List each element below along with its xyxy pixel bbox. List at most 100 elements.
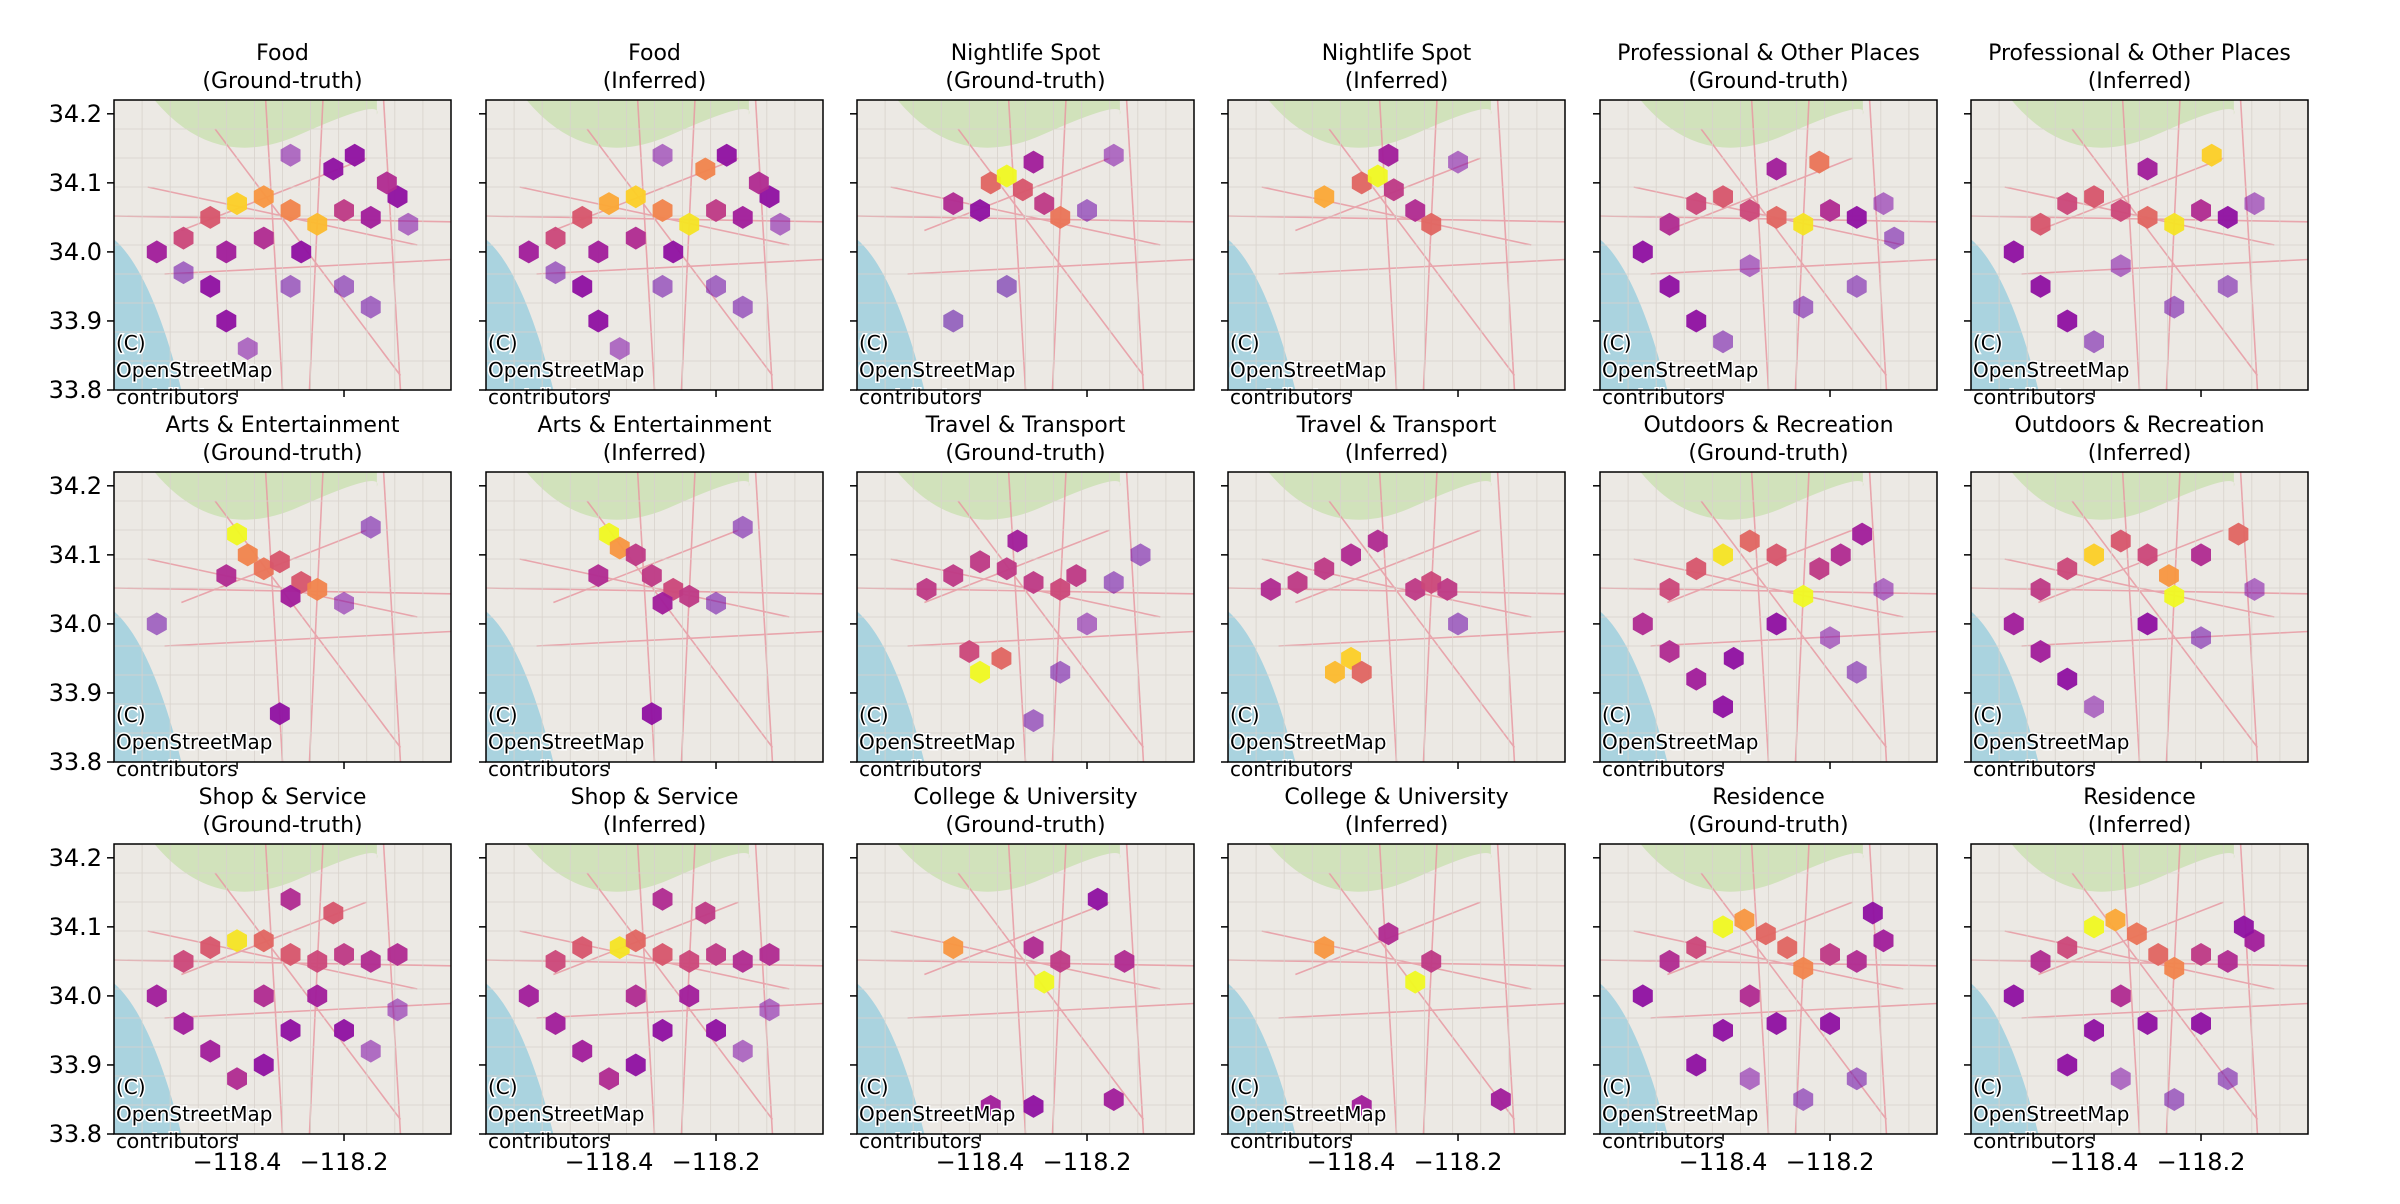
panel-title-line: (Inferred) (603, 69, 707, 94)
panel-title-line: Travel & Transport (925, 413, 1126, 438)
hexbin-2 (980, 171, 1001, 195)
hexbin-6 (652, 199, 673, 222)
panel-title-line: Nightlife Spot (1322, 41, 1472, 66)
hexbin-6 (1793, 584, 1814, 608)
hexbin-18 (2191, 1012, 2211, 1035)
panel-title-line: Arts & Entertainment (537, 413, 771, 438)
xtick-label: −118.2 (300, 1148, 389, 1176)
panel-title-line: (Inferred) (1345, 813, 1449, 838)
hexbin-10 (1103, 143, 1124, 167)
map-attribution-line: contributors (859, 385, 981, 409)
hexbin-1 (1659, 212, 1680, 236)
hexbin-6 (1421, 212, 1442, 236)
hexbin-3 (572, 205, 593, 229)
hexbin-9 (2217, 949, 2238, 973)
hexbins (1632, 522, 1894, 719)
hexbin-15 (2191, 626, 2211, 650)
hexbin-2 (1405, 970, 1426, 994)
map-attribution-line: OpenStreetMap (1230, 358, 1386, 382)
hexbin-13 (2084, 695, 2104, 719)
basemap-streets (1228, 472, 1565, 762)
hexbin-1 (545, 949, 566, 973)
hexbin-14 (1873, 192, 1894, 216)
xtick-label: −118.2 (1414, 1148, 1503, 1176)
hexbin-5 (625, 185, 646, 209)
hexbin-4 (2148, 943, 2169, 966)
map-attribution-line: OpenStreetMap (859, 358, 1015, 382)
map-attribution-line: (C) (488, 331, 518, 355)
hexbins (2003, 908, 2265, 1111)
hexbin-3 (1713, 185, 1733, 209)
hexbin-19 (360, 295, 381, 319)
panel-title-line: College & University (1284, 785, 1508, 810)
hexbin-12 (2137, 1012, 2158, 1035)
hexbin-1 (173, 949, 194, 973)
hexbin-13 (200, 1039, 221, 1063)
hexbin-14 (280, 274, 301, 298)
hexbin-8 (360, 949, 381, 973)
hexbin-3 (625, 543, 646, 567)
map-attribution-line: (C) (1602, 331, 1632, 355)
panel-18: (C) OpenStreetMap contributors Residence (In… (1964, 785, 2309, 1176)
map-attribution-line: contributors (1602, 757, 1724, 781)
hexbin-8 (732, 949, 753, 973)
hexbin-17 (2217, 1067, 2238, 1091)
panel-16: (C) OpenStreetMap contributors College & Un… (1221, 785, 1566, 1176)
hexbin-9 (146, 612, 167, 636)
hexbin-13 (237, 337, 258, 361)
ytick-label: 34.1 (49, 541, 102, 569)
basemap-water (1971, 983, 2039, 1134)
hexbin-2 (1351, 171, 1372, 195)
hexbin-14 (599, 1067, 619, 1091)
hexbin-7 (1421, 571, 1442, 594)
hexbin-7 (2030, 949, 2051, 973)
map-attribution-line: OpenStreetMap (488, 730, 644, 754)
basemap-streets (1600, 472, 1937, 762)
hexbin-7 (1378, 143, 1399, 167)
hexbin-19 (387, 998, 408, 1022)
hexbin-5 (2137, 543, 2158, 567)
hexbin-8 (1023, 1094, 1044, 1118)
hexbin-10 (695, 901, 716, 925)
ytick-label: 34.0 (49, 238, 102, 266)
map-attribution-line: contributors (1973, 757, 2095, 781)
basemap-water (114, 239, 182, 390)
panel-title-line: Shop & Service (571, 785, 739, 810)
panel-title-line: (Ground-truth) (202, 69, 362, 94)
hexbin-18 (732, 1039, 753, 1063)
xtick-label: −118.4 (565, 1148, 654, 1176)
hexbin-4 (1777, 936, 1798, 960)
hexbin-14 (2137, 612, 2158, 636)
hexbins (943, 143, 1124, 333)
hexbin-10 (1873, 929, 1894, 953)
panel-title-line: Food (256, 41, 309, 66)
axes-frame (856, 99, 1195, 391)
map-attribution-line: (C) (1602, 1075, 1632, 1099)
panel-title-line: Professional & Other Places (1617, 41, 1920, 66)
hexbin-11 (146, 984, 167, 1008)
panel-10: (C) OpenStreetMap contributors Travel & Tra… (1221, 413, 1566, 783)
basemap (1971, 844, 2308, 1134)
hexbin-7 (1023, 150, 1044, 174)
hexbin-15 (334, 274, 354, 298)
basemap-streets (114, 844, 451, 1134)
hexbin-22 (291, 240, 312, 264)
hexbin-22 (652, 887, 673, 911)
hexbin-11 (1007, 529, 1028, 553)
hexbin-6 (2164, 212, 2185, 236)
hexbin-18 (280, 143, 301, 167)
hexbin-9 (1077, 199, 1097, 222)
hexbins (146, 887, 408, 1091)
hexbin-7 (1066, 564, 1087, 588)
hexbin-8 (706, 199, 726, 222)
panel-4: (C) OpenStreetMap contributors Nightlife Sp… (1221, 41, 1566, 411)
basemap-water (1228, 983, 1296, 1134)
basemap (1600, 844, 1937, 1134)
hexbin-20 (253, 984, 274, 1008)
hexbin-5 (1766, 543, 1787, 567)
basemap-water (857, 611, 925, 762)
basemap-water (486, 239, 554, 390)
ytick-label: 33.9 (49, 307, 102, 335)
map-attribution-line: OpenStreetMap (488, 1102, 644, 1126)
